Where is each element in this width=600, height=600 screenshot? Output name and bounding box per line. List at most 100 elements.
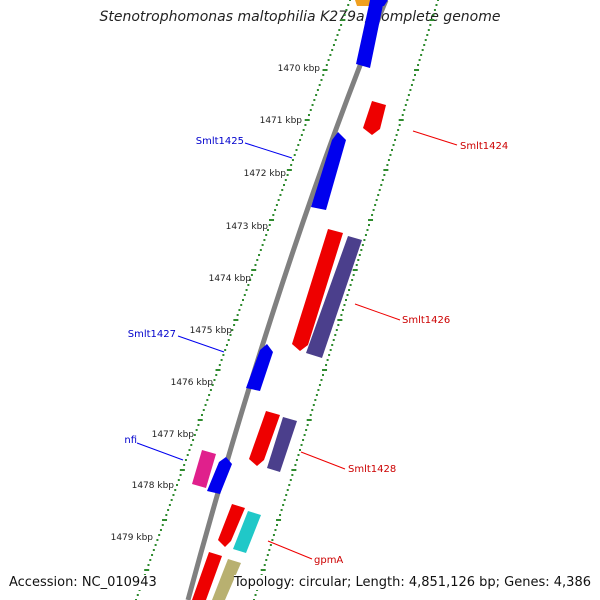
scale-dot — [361, 244, 364, 246]
gene-arrow-gpma[interactable] — [218, 504, 245, 547]
scale-dot — [378, 189, 381, 191]
scale-dot — [218, 364, 221, 366]
scale-tick — [414, 69, 420, 71]
scale-tick — [340, 19, 346, 21]
scale-dot — [154, 544, 157, 546]
gene-arrow-top-fragment[interactable] — [355, 0, 372, 6]
gene-label-smlt1426[interactable]: Smlt1426 — [402, 315, 450, 326]
inner-scale-dots — [253, 0, 439, 600]
scale-dot — [192, 439, 195, 441]
scale-dot — [437, 0, 439, 1]
scale-dot — [395, 134, 398, 136]
scale-dot — [316, 89, 319, 91]
scale-dot — [363, 239, 366, 241]
gene-arrow-gpma-cds[interactable] — [233, 511, 261, 553]
scale-dot — [289, 479, 292, 481]
gene-arrow-smlt-top[interactable] — [356, 0, 384, 68]
scale-dot — [291, 159, 294, 161]
gene-arrow-bottom[interactable] — [192, 552, 222, 600]
scale-dot — [375, 199, 378, 201]
scale-dot — [174, 489, 177, 491]
gene-arrow-smlt1425[interactable] — [311, 132, 346, 210]
scale-dot — [170, 499, 173, 501]
callout-line — [177, 335, 225, 353]
scale-dot — [284, 179, 287, 181]
scale-dot — [417, 64, 420, 66]
scale-dot — [345, 9, 348, 11]
scale-dot — [224, 349, 227, 351]
scale-dot — [341, 309, 344, 311]
scale-dot — [263, 564, 266, 566]
tick-label: 1476 kbp — [171, 378, 214, 388]
callout-line — [300, 451, 346, 470]
gene-arrow-smlt1428[interactable] — [249, 411, 280, 466]
scale-tick — [368, 219, 374, 221]
gene-label-smlt1427[interactable]: Smlt1427 — [128, 329, 176, 340]
gene-arrow-smlt1426-cds[interactable] — [306, 236, 362, 358]
accession-text: Accession: NC_010943 — [9, 575, 157, 590]
scale-dot — [254, 594, 257, 596]
scale-dot — [258, 254, 261, 256]
gene-arrow-smlt1424[interactable] — [363, 101, 386, 135]
scale-dot — [329, 349, 332, 351]
scale-dot — [208, 394, 211, 396]
scale-dot — [193, 434, 196, 436]
scale-dot — [213, 379, 216, 381]
scale-dot — [285, 494, 288, 496]
gene-arrow-smlt1426[interactable] — [292, 229, 343, 351]
scale-dot — [314, 399, 317, 401]
scale-dot — [407, 94, 410, 96]
scale-dot — [227, 339, 230, 341]
scale-dot — [136, 594, 139, 596]
gene-label-smlt1425[interactable]: Smlt1425 — [196, 136, 244, 147]
scale-dot — [433, 9, 436, 11]
scale-dot — [309, 414, 312, 416]
scale-tick — [276, 519, 282, 521]
scale-dot — [312, 404, 315, 406]
scale-dot — [256, 259, 259, 261]
scale-tick — [352, 269, 358, 271]
gene-label-nfi[interactable]: nfi — [124, 435, 137, 446]
scale-dot — [387, 159, 390, 161]
gene-label-smlt1428[interactable]: Smlt1428 — [348, 464, 396, 475]
scale-dot — [404, 104, 407, 106]
gene-arrow-nfi[interactable] — [192, 450, 216, 488]
scale-dot — [152, 549, 155, 551]
scale-dot — [245, 289, 248, 291]
gene-arrow-bottom-cds[interactable] — [212, 559, 241, 600]
scale-dot — [327, 59, 330, 61]
scale-dot — [320, 79, 323, 81]
gene-label-smlt1424[interactable]: Smlt1424 — [460, 141, 508, 152]
scale-dot — [165, 514, 168, 516]
scale-tick — [197, 419, 203, 421]
scale-dot — [254, 264, 257, 266]
gene-arrow-nfi-companion[interactable] — [207, 457, 232, 494]
tick-label: 1474 kbp — [209, 274, 252, 284]
scale-dot — [420, 54, 423, 56]
scale-dot — [329, 54, 332, 56]
scale-dot — [311, 104, 314, 106]
scale-dot — [317, 389, 320, 391]
scale-dot — [313, 99, 316, 101]
gene-arrow-smlt1427[interactable] — [246, 344, 273, 391]
scale-tick — [337, 319, 343, 321]
scale-tick — [322, 69, 328, 71]
gene-arrow-smlt1428-cds[interactable] — [267, 417, 297, 472]
scale-dot — [265, 234, 268, 236]
scale-dot — [265, 559, 268, 561]
scale-dot — [355, 264, 358, 266]
gene-label-gpma[interactable]: gpmA — [314, 555, 343, 566]
genome-backbone — [185, 0, 389, 600]
scale-dot — [336, 34, 339, 36]
scale-dot — [151, 554, 154, 556]
scale-dot — [391, 149, 393, 151]
scale-tick — [304, 119, 310, 121]
scale-tick — [179, 469, 185, 471]
scale-dot — [351, 279, 354, 281]
scale-dot — [159, 529, 162, 531]
scale-dot — [386, 164, 389, 166]
scale-dot — [238, 309, 241, 311]
scale-dot — [176, 484, 179, 486]
scale-dot — [276, 524, 278, 526]
